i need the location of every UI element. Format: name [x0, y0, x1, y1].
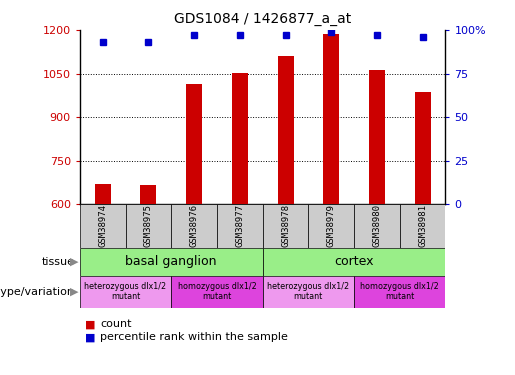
Text: ▶: ▶: [70, 256, 79, 267]
Bar: [278, 56, 294, 204]
Text: heterozygous dlx1/2
mutant: heterozygous dlx1/2 mutant: [267, 282, 349, 301]
Text: GSM38979: GSM38979: [327, 204, 336, 247]
Bar: [80, 276, 171, 308]
Text: genotype/variation: genotype/variation: [0, 286, 75, 297]
Text: GSM38977: GSM38977: [235, 204, 244, 247]
Bar: [323, 34, 339, 204]
Text: ▶: ▶: [70, 286, 79, 297]
Bar: [171, 204, 217, 248]
Text: GSM38980: GSM38980: [372, 204, 382, 247]
Text: count: count: [100, 320, 132, 329]
Text: homozygous dlx1/2
mutant: homozygous dlx1/2 mutant: [178, 282, 256, 301]
Bar: [400, 204, 445, 248]
Text: ■: ■: [85, 333, 95, 342]
Text: GSM38974: GSM38974: [98, 204, 107, 247]
Text: percentile rank within the sample: percentile rank within the sample: [100, 333, 288, 342]
Text: GSM38975: GSM38975: [144, 204, 153, 247]
Bar: [171, 276, 263, 308]
Bar: [95, 184, 111, 204]
Bar: [263, 276, 354, 308]
Text: GSM38976: GSM38976: [190, 204, 199, 247]
Bar: [415, 93, 431, 204]
Text: homozygous dlx1/2
mutant: homozygous dlx1/2 mutant: [360, 282, 439, 301]
Text: tissue: tissue: [42, 256, 75, 267]
Text: GSM38981: GSM38981: [418, 204, 427, 247]
Text: basal ganglion: basal ganglion: [126, 255, 217, 268]
Bar: [217, 204, 263, 248]
Bar: [308, 204, 354, 248]
Bar: [80, 204, 126, 248]
Bar: [354, 204, 400, 248]
Text: heterozygous dlx1/2
mutant: heterozygous dlx1/2 mutant: [84, 282, 166, 301]
Bar: [80, 248, 263, 276]
Bar: [232, 73, 248, 204]
Bar: [186, 84, 202, 204]
Bar: [141, 184, 157, 204]
Bar: [263, 204, 308, 248]
Text: cortex: cortex: [334, 255, 374, 268]
Bar: [369, 70, 385, 204]
Bar: [354, 276, 445, 308]
Bar: [263, 248, 445, 276]
Text: GSM38978: GSM38978: [281, 204, 290, 247]
Bar: [126, 204, 171, 248]
Title: GDS1084 / 1426877_a_at: GDS1084 / 1426877_a_at: [174, 12, 351, 26]
Text: ■: ■: [85, 320, 95, 329]
